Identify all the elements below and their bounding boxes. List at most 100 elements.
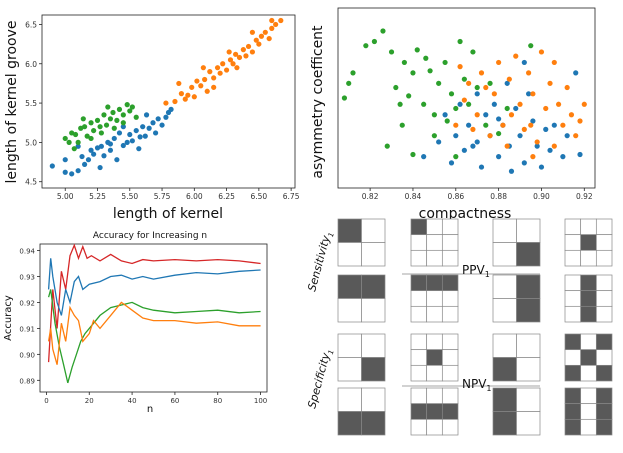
orange-point xyxy=(530,154,536,160)
blue-point xyxy=(504,80,510,86)
metric-glyph xyxy=(492,218,541,267)
glyph-cell-filled xyxy=(337,218,362,243)
orange-point xyxy=(258,33,265,39)
glyph-cell-empty xyxy=(564,218,582,236)
blue-point xyxy=(560,154,566,160)
plot-frame xyxy=(41,14,296,189)
orange-point xyxy=(568,112,575,118)
orange-point xyxy=(530,91,536,97)
x-tick-label: 6.75 xyxy=(283,192,300,201)
blue-point xyxy=(62,157,68,163)
glyph-cell-empty xyxy=(595,274,613,292)
blue-point xyxy=(448,160,455,166)
metric-glyph xyxy=(410,274,459,323)
glyph-cell-empty xyxy=(426,290,443,307)
green-point xyxy=(410,70,416,76)
x-axis-label: n xyxy=(147,404,153,415)
green-point xyxy=(406,93,412,99)
blue-point xyxy=(137,134,143,140)
green-point xyxy=(431,133,437,139)
glyph-cell-filled xyxy=(410,218,428,236)
glyph-cell-filled xyxy=(595,364,613,382)
glyph-cell-filled xyxy=(564,387,582,405)
orange-point xyxy=(504,143,510,149)
glyph-cell-empty xyxy=(441,387,459,405)
glyph-cell-filled xyxy=(595,403,613,420)
x-tick-label: 60 xyxy=(170,397,179,405)
orange-point xyxy=(508,112,515,118)
glyph-cell-filled xyxy=(595,333,613,351)
green-point xyxy=(133,114,139,120)
blue-point xyxy=(120,142,126,149)
blue-point xyxy=(127,131,133,138)
orange-point xyxy=(256,41,262,47)
y-tick-label: 0.89 xyxy=(19,377,35,385)
y-tick-label: 0.93 xyxy=(19,273,35,281)
blue-point xyxy=(474,139,480,145)
glyph-cell-filled xyxy=(492,411,517,436)
green-point xyxy=(466,101,472,107)
glyph-cell-empty xyxy=(441,234,459,251)
green-point xyxy=(444,118,450,124)
glyph-cell-empty xyxy=(337,242,362,267)
x-tick-label: 5.50 xyxy=(121,192,138,201)
orange-point xyxy=(526,70,532,76)
green-point xyxy=(474,84,480,91)
blue-point xyxy=(513,105,519,112)
orange-point xyxy=(487,133,493,139)
orange-point xyxy=(185,92,191,98)
blue-point xyxy=(129,138,135,144)
blue-point xyxy=(75,168,81,174)
orange-point xyxy=(249,49,256,55)
green-point xyxy=(453,105,459,112)
metric-glyph xyxy=(564,218,613,267)
orange-point xyxy=(273,21,279,28)
orange-accuracy-line xyxy=(47,301,261,365)
glyph-cell-empty xyxy=(337,387,362,412)
blue-point xyxy=(436,139,442,145)
plot-frame xyxy=(337,7,596,189)
green-point xyxy=(380,28,386,34)
blue-point xyxy=(551,122,557,128)
orange-point xyxy=(453,122,459,128)
orange-point xyxy=(573,133,579,139)
green-point xyxy=(98,130,104,136)
glyph-cell-empty xyxy=(441,333,459,351)
green-point xyxy=(363,43,369,49)
glyph-cell-filled xyxy=(492,357,517,382)
x-tick-label: 5.25 xyxy=(89,192,106,201)
blue-point xyxy=(69,171,75,177)
glyph-cell-empty xyxy=(595,349,613,366)
glyph-cell-empty xyxy=(516,333,541,358)
orange-point xyxy=(478,70,485,76)
green-point xyxy=(116,106,123,112)
blue-point xyxy=(496,154,502,160)
blue-point xyxy=(120,124,126,130)
glyph-cell-empty xyxy=(410,249,428,267)
green-point xyxy=(88,135,94,142)
glyph-cell-empty xyxy=(492,298,517,323)
orange-point xyxy=(249,29,256,35)
orange-point xyxy=(543,105,549,112)
metric-glyph xyxy=(337,218,386,267)
x-tick-label: 0.88 xyxy=(490,192,507,201)
orange-point xyxy=(214,65,221,71)
orange-point xyxy=(470,126,476,132)
blue-point xyxy=(133,127,139,134)
specificity-label: Specificity1 xyxy=(305,347,335,410)
glyph-cell-filled xyxy=(564,403,582,420)
glyph-cell-empty xyxy=(516,411,541,436)
glyph-cell-empty xyxy=(595,290,613,307)
orange-point xyxy=(163,100,169,106)
green-point xyxy=(384,143,390,149)
glyph-cell-empty xyxy=(426,249,443,267)
metric-glyph xyxy=(564,274,613,323)
blue-point xyxy=(107,141,114,147)
x-tick-label: 0.90 xyxy=(533,192,550,201)
glyph-cell-empty xyxy=(337,333,362,358)
orange-point xyxy=(466,80,472,86)
metric-glyph xyxy=(337,274,386,323)
glyph-cell-empty xyxy=(361,298,386,323)
glyph-cell-filled xyxy=(337,411,362,436)
blue-point xyxy=(577,151,583,158)
